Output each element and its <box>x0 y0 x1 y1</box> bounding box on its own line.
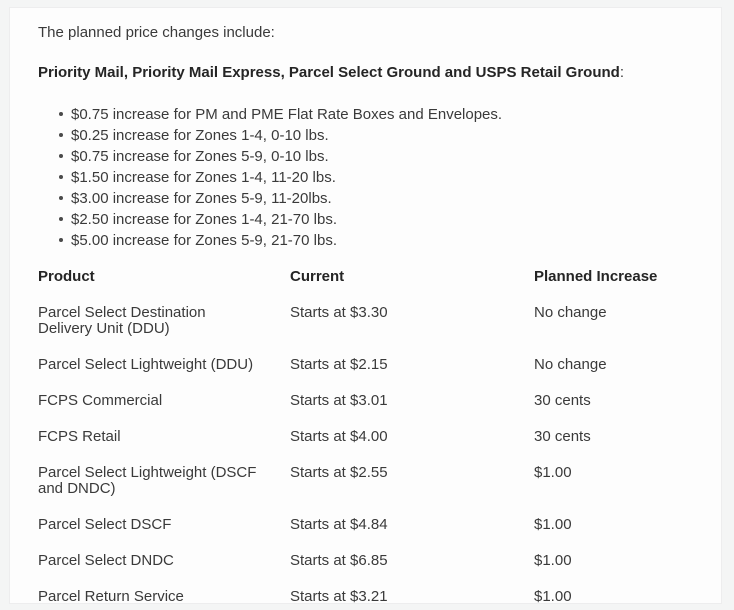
bullet-item: $5.00 increase for Zones 5-9, 21-70 lbs. <box>59 230 701 251</box>
planned-increase-cell: $1.00 <box>534 464 572 481</box>
current-cell: Starts at $3.30 <box>290 304 388 321</box>
table-row: FCPS Commercial Starts at $3.01 30 cents <box>38 373 721 409</box>
price-change-bullet-list: $0.75 increase for PM and PME Flat Rate … <box>38 104 701 251</box>
bullet-text: $0.25 increase for Zones 1-4, 0-10 lbs. <box>71 127 329 144</box>
product-name: FCPS Retail <box>38 428 121 445</box>
section-heading: Priority Mail, Priority Mail Express, Pa… <box>38 63 701 82</box>
content-card: The planned price changes include: Prior… <box>9 7 722 604</box>
bullet-item: $2.50 increase for Zones 1-4, 21-70 lbs. <box>59 209 701 230</box>
table-row: Parcel Select Lightweight (DDU) Starts a… <box>38 337 721 373</box>
planned-increase-cell: 30 cents <box>534 392 591 409</box>
product-cell: FCPS Commercial <box>38 373 290 409</box>
intro-paragraph: The planned price changes include: <box>38 24 275 41</box>
current-cell: Starts at $4.00 <box>290 428 388 445</box>
current-cell: Starts at $6.85 <box>290 552 388 569</box>
current-cell: Starts at $3.01 <box>290 392 388 409</box>
planned-increase-cell: $1.00 <box>534 516 572 533</box>
product-name: FCPS Commercial <box>38 392 163 409</box>
bullet-item: $0.75 increase for Zones 5-9, 0-10 lbs. <box>59 146 701 167</box>
product-cell: Parcel Select DNDC <box>38 533 290 569</box>
planned-increase-cell: $1.00 <box>534 588 572 604</box>
current-cell: Starts at $4.84 <box>290 516 388 533</box>
product-name: Parcel Select Destination Delivery Unit … <box>38 304 206 337</box>
table-row: Parcel Select DNDC Starts at $6.85 $1.00 <box>38 533 721 569</box>
bullet-text: $0.75 increase for PM and PME Flat Rate … <box>71 106 503 123</box>
planned-increase-cell: 30 cents <box>534 428 591 445</box>
table-header-row: Product Current Planned Increase <box>38 268 721 285</box>
bullet-dot-icon <box>59 238 63 242</box>
bullet-dot-icon <box>59 175 63 179</box>
planned-increase-cell: No change <box>534 356 607 373</box>
table-row: Parcel Select Lightweight (DSCF and DNDC… <box>38 445 721 497</box>
bullet-text: $0.75 increase for Zones 5-9, 0-10 lbs. <box>71 148 329 165</box>
bullet-dot-icon <box>59 154 63 158</box>
bullet-dot-icon <box>59 196 63 200</box>
current-cell: Starts at $2.15 <box>290 356 388 373</box>
table-row: FCPS Retail Starts at $4.00 30 cents <box>38 409 721 445</box>
product-cell: Parcel Select DSCF <box>38 497 290 533</box>
bullet-dot-icon <box>59 112 63 116</box>
product-name: Parcel Select Lightweight (DDU) <box>38 356 254 373</box>
table-row: Parcel Select Destination Delivery Unit … <box>38 285 721 337</box>
product-cell: Parcel Select Lightweight (DDU) <box>38 337 290 373</box>
current-cell: Starts at $2.55 <box>290 464 388 481</box>
table-row: Parcel Return Service Starts at $3.21 $1… <box>38 569 721 604</box>
bullet-item: $3.00 increase for Zones 5-9, 11-20lbs. <box>59 188 701 209</box>
product-name: Parcel Select DSCF <box>38 516 172 533</box>
product-cell: Parcel Select Destination Delivery Unit … <box>38 285 290 337</box>
product-cell: FCPS Retail <box>38 409 290 445</box>
bullet-text: $5.00 increase for Zones 5-9, 21-70 lbs. <box>71 232 337 249</box>
current-cell: Starts at $3.21 <box>290 588 388 604</box>
price-table: Product Current Planned Increase Parcel … <box>38 268 721 604</box>
section-heading-colon: : <box>619 64 625 81</box>
bullet-dot-icon <box>59 217 63 221</box>
planned-increase-cell: No change <box>534 304 607 321</box>
column-header-product: Product <box>38 268 95 285</box>
bullet-dot-icon <box>59 133 63 137</box>
product-name: Parcel Select Lightweight (DSCF and DNDC… <box>38 464 257 497</box>
column-header-current: Current <box>290 268 345 285</box>
product-name: Parcel Return Service <box>38 588 184 604</box>
planned-increase-cell: $1.00 <box>534 552 572 569</box>
bullet-text: $2.50 increase for Zones 1-4, 21-70 lbs. <box>71 211 337 228</box>
bullet-item: $1.50 increase for Zones 1-4, 11-20 lbs. <box>59 167 701 188</box>
column-header-planned-increase: Planned Increase <box>534 268 658 285</box>
product-cell: Parcel Return Service <box>38 569 290 604</box>
bullet-text: $3.00 increase for Zones 5-9, 11-20lbs. <box>71 190 332 207</box>
table-row: Parcel Select DSCF Starts at $4.84 $1.00 <box>38 497 721 533</box>
product-cell: Parcel Select Lightweight (DSCF and DNDC… <box>38 445 290 497</box>
bullet-item: $0.75 increase for PM and PME Flat Rate … <box>59 104 701 125</box>
bullet-text: $1.50 increase for Zones 1-4, 11-20 lbs. <box>71 169 336 186</box>
bullet-item: $0.25 increase for Zones 1-4, 0-10 lbs. <box>59 125 701 146</box>
product-name: Parcel Select DNDC <box>38 552 174 569</box>
section-heading-bold: Priority Mail, Priority Mail Express, Pa… <box>38 64 620 81</box>
